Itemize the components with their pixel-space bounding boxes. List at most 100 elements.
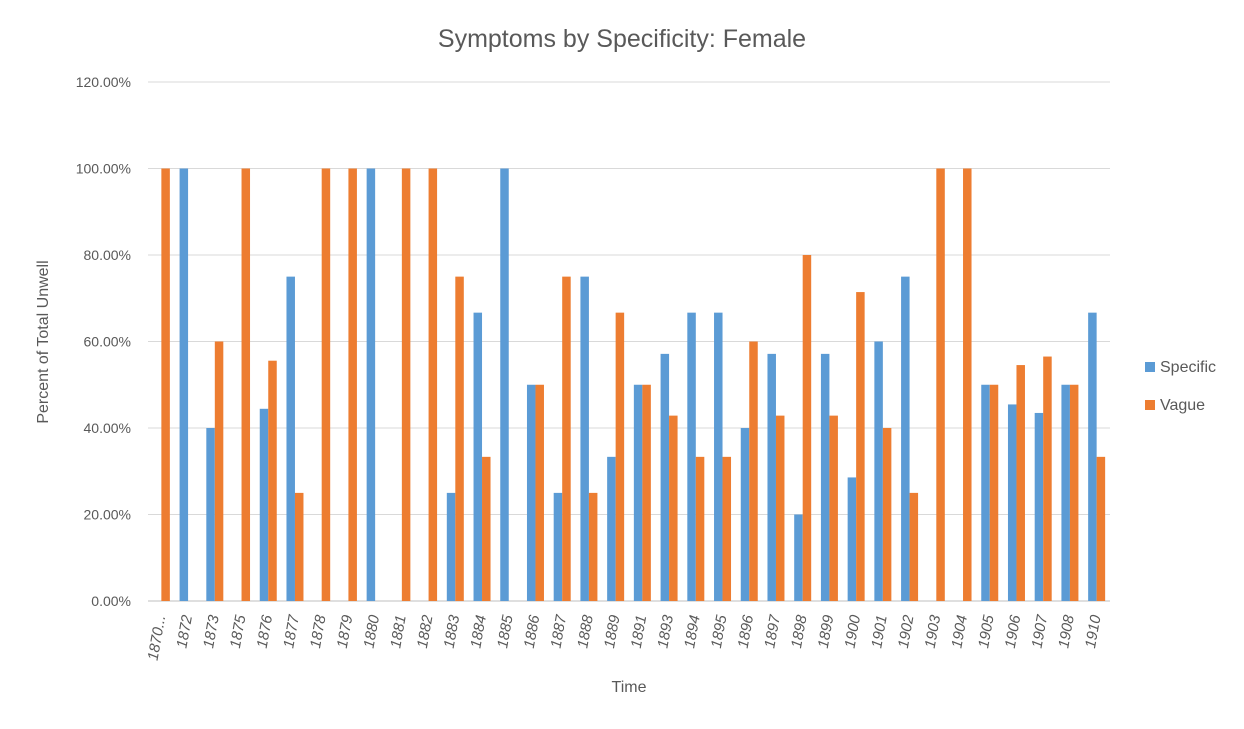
x-tick-label: 1910 (1082, 613, 1105, 649)
bar-vague-1878 (321, 168, 331, 601)
y-tick-label: 40.00% (84, 420, 131, 436)
x-tick-label: 1888 (574, 613, 597, 649)
bar-vague-1879 (348, 168, 357, 601)
legend-swatch-specific (1145, 362, 1155, 372)
x-tick-label: 1907 (1029, 613, 1052, 649)
bar-vague-1904 (963, 168, 972, 601)
bar-vague-1870 (161, 168, 170, 601)
x-tick-label: 1901 (868, 614, 891, 650)
x-axis-title: Time (612, 679, 647, 696)
bar-specific-1895 (714, 312, 723, 601)
y-tick-label: 120.00% (76, 74, 131, 90)
legend-label-vague: Vague (1160, 397, 1205, 414)
x-tick-label: 1898 (788, 613, 811, 649)
x-tick-label: 1904 (948, 614, 971, 650)
bar-vague-1891 (642, 384, 651, 601)
bar-specific-1907 (1034, 412, 1044, 601)
bar-specific-1887 (553, 492, 563, 602)
bar-specific-1873 (206, 428, 215, 601)
x-tick-label: 1879 (334, 613, 357, 649)
x-tick-label: 1885 (494, 613, 517, 649)
x-tick-label: 1878 (307, 613, 330, 649)
bar-specific-1894 (687, 312, 696, 601)
x-tick-label: 1886 (521, 613, 544, 649)
x-tick-label: 1883 (441, 613, 464, 649)
x-tick-label: 1876 (254, 613, 277, 649)
bar-specific-1905 (981, 384, 990, 601)
x-tick-labels: 1870... 1872 1873 1875 1876 1877 1878 1879 1880 1… (145, 613, 1105, 662)
bar-vague-1897 (775, 415, 785, 601)
x-tick-label: 1893 (654, 613, 677, 649)
bar-specific-1891 (633, 384, 643, 601)
chart-title: Symptoms by Specificity: Female (438, 25, 806, 53)
bar-vague-1906 (1016, 365, 1025, 601)
x-tick-label: 1903 (922, 613, 945, 649)
bar-vague-1905 (989, 384, 999, 601)
bar-vague-1884 (482, 456, 491, 601)
bar-specific-1908 (1061, 384, 1070, 601)
bar-vague-1881 (401, 168, 411, 601)
bar-vague-1877 (294, 492, 304, 602)
bar-vague-1908 (1069, 384, 1079, 601)
bar-vague-1896 (749, 341, 758, 601)
y-tick-label: 0.00% (91, 593, 131, 609)
legend-label-specific: Specific (1160, 359, 1216, 376)
x-tick-label: 1906 (1002, 613, 1025, 649)
x-tick-label: 1873 (200, 613, 223, 649)
bar-vague-1882 (428, 168, 438, 601)
bar-vague-1873 (214, 341, 224, 601)
x-tick-label: 1908 (1055, 613, 1078, 649)
x-tick-label: 1875 (227, 613, 250, 649)
bar-specific-1898 (794, 514, 803, 601)
x-tick-label: 1870... (145, 614, 170, 662)
y-axis-title: Percent of Total Unwell (35, 260, 52, 423)
bar-vague-1907 (1043, 356, 1052, 601)
bar-vague-1876 (268, 360, 277, 601)
x-tick-label: 1896 (735, 613, 758, 649)
bar-specific-1906 (1007, 404, 1017, 601)
x-tick-label: 1889 (601, 613, 624, 649)
x-tick-label: 1881 (387, 614, 410, 650)
x-tick-label: 1880 (361, 613, 384, 649)
y-tick-label: 20.00% (84, 507, 131, 523)
bar-vague-1875 (241, 168, 251, 601)
bar-specific-1883 (446, 492, 456, 602)
bar-specific-1884 (473, 312, 483, 601)
bar-specific-1896 (740, 428, 750, 601)
bar-specific-1888 (580, 276, 589, 602)
bar-vague-1883 (455, 276, 464, 602)
x-tick-label: 1887 (548, 613, 571, 649)
bar-vague-1910 (1096, 456, 1106, 601)
grid-layer (148, 81, 1110, 602)
bar-vague-1901 (882, 428, 892, 601)
x-tick-label: 1891 (628, 614, 651, 650)
bar-specific-1886 (526, 384, 536, 601)
x-tick-label: 1895 (708, 613, 731, 649)
bar-vague-1894 (695, 456, 705, 601)
x-tick-label: 1884 (467, 614, 490, 650)
bar-specific-1876 (259, 408, 269, 601)
bar-vague-1889 (615, 312, 625, 601)
x-tick-label: 1897 (761, 613, 784, 649)
bar-vague-1903 (936, 168, 945, 601)
bar-specific-1889 (607, 456, 616, 601)
y-tick-label: 60.00% (84, 334, 131, 350)
bar-specific-1901 (874, 341, 883, 601)
bar-vague-1898 (802, 255, 812, 601)
bar-vague-1900 (856, 292, 865, 601)
bar-specific-1877 (286, 276, 295, 602)
x-tick-label: 1902 (895, 613, 918, 649)
bar-vague-1895 (722, 456, 732, 601)
bar-specific-1893 (660, 353, 670, 601)
bar-specific-1900 (847, 477, 857, 601)
bar-specific-1910 (1088, 312, 1097, 601)
bar-specific-1872 (179, 168, 189, 601)
bar-vague-1887 (562, 276, 571, 602)
bar-vague-1902 (909, 492, 919, 602)
x-tick-label: 1872 (173, 613, 196, 649)
x-tick-label: 1900 (842, 613, 865, 649)
bar-vague-1893 (669, 415, 678, 601)
bar-specific-1885 (500, 168, 509, 601)
